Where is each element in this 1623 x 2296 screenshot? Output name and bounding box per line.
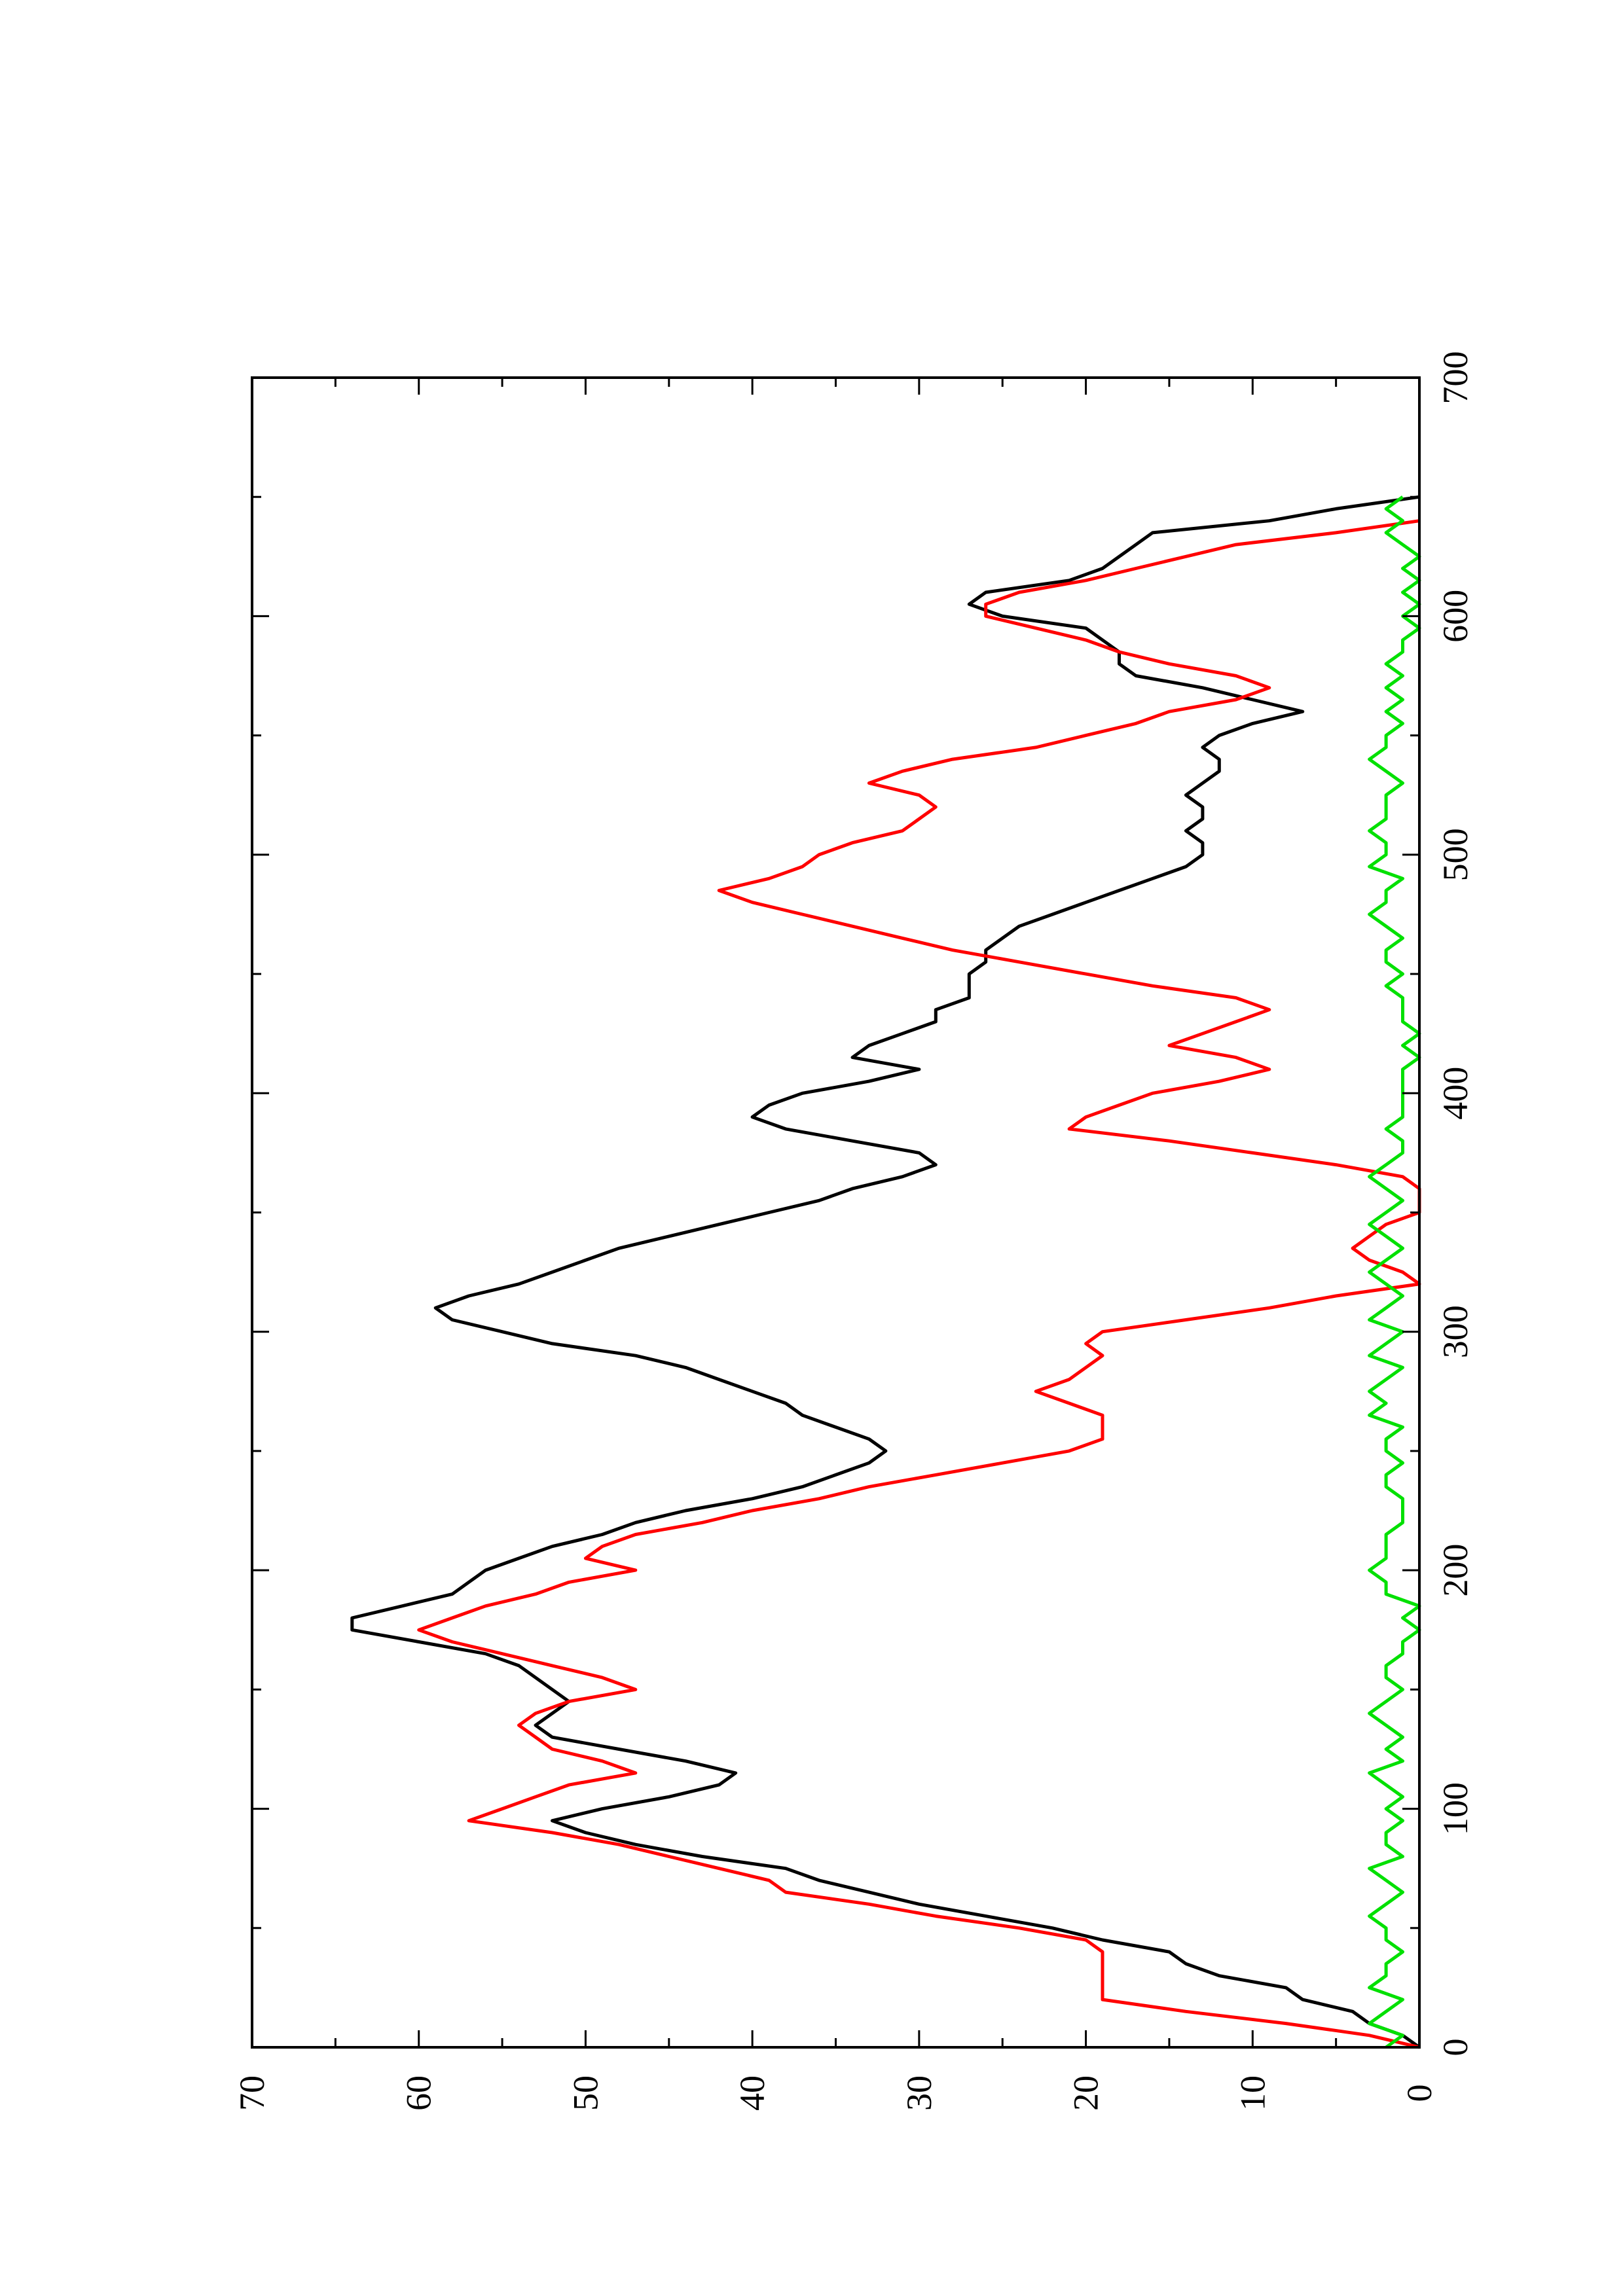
y-tick-label: 60 [399,2075,439,2111]
x-tick-label: 700 [1436,351,1475,404]
y-tick-label: 40 [733,2075,772,2111]
x-tick-label: 500 [1436,828,1475,881]
x-tick-label: 600 [1436,590,1475,643]
y-tick-label: 50 [566,2075,605,2111]
series-line-1 [350,495,1421,2049]
series-line-3 [1368,495,1421,2049]
y-tick-label: 10 [1233,2075,1272,2111]
plot-frame [251,376,1421,2049]
x-tick-label: 200 [1436,1544,1475,1597]
y-tick-label: 30 [900,2075,939,2111]
label-layer: 0 100 200 300 400 500 600 700 0 10 20 30 40 50 60 70 [232,351,1475,2111]
x-tick-label: 100 [1436,1782,1475,1835]
x-tick-label: 300 [1436,1305,1475,1358]
series-layer [350,495,1421,2049]
x-tick-label: 0 [1436,2039,1475,2056]
tick-layer [251,376,1421,2049]
x-tick-label: 400 [1436,1067,1475,1120]
y-tick-label: 0 [1400,2085,1439,2102]
y-tick-label: 70 [232,2075,272,2111]
y-tick-label: 20 [1067,2075,1106,2111]
